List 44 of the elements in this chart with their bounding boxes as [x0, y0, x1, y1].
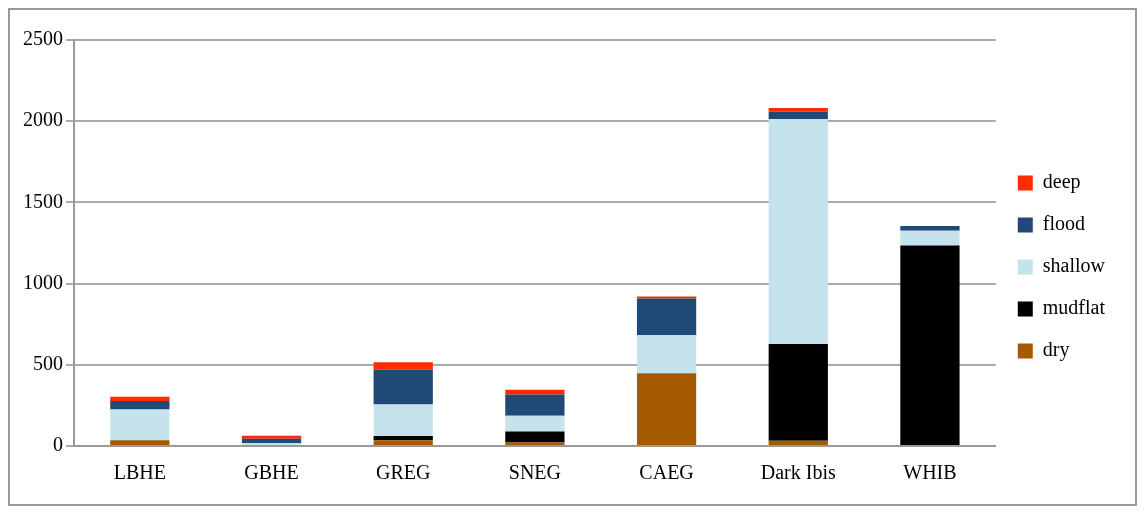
x-tick-label: SNEG — [508, 461, 562, 484]
bar — [110, 409, 170, 441]
x-tick-label: LBHE — [113, 461, 166, 484]
y-tick-label: 1000 — [23, 270, 63, 293]
x-tick-label: WHIB — [903, 461, 957, 484]
y-tick-label: 500 — [33, 352, 63, 375]
bar — [900, 225, 960, 231]
y-tick-label: 2000 — [23, 108, 63, 131]
x-tick-label: GBHE — [244, 461, 299, 484]
bar — [373, 362, 433, 370]
bar — [110, 396, 170, 402]
bar — [505, 394, 565, 416]
bar — [373, 440, 433, 445]
legend-label: deep — [1042, 170, 1081, 194]
bar — [636, 335, 697, 374]
bar — [768, 111, 828, 120]
y-tick-label: 0 — [53, 433, 63, 456]
bar — [900, 230, 960, 246]
y-tick-label: 2500 — [23, 27, 63, 50]
bar — [636, 373, 697, 445]
bar — [241, 438, 302, 444]
bar — [110, 401, 170, 410]
bar — [768, 119, 828, 345]
bar — [373, 369, 433, 405]
bar — [373, 404, 433, 437]
legend-label: flood — [1042, 212, 1085, 235]
bar — [636, 298, 697, 336]
bar — [373, 436, 433, 441]
bar — [505, 431, 565, 443]
bar — [505, 389, 565, 395]
bar — [110, 440, 170, 445]
x-tick-label: CAEG — [639, 461, 694, 484]
bar — [768, 440, 828, 445]
bar — [241, 435, 302, 439]
y-tick-label: 1500 — [23, 189, 63, 212]
bar — [505, 415, 565, 432]
bar — [900, 245, 960, 445]
legend-label: shallow — [1042, 254, 1106, 277]
x-tick-label: Dark Ibis — [760, 461, 836, 484]
bar — [505, 442, 565, 445]
bar — [768, 344, 828, 441]
legend-label: mudflat — [1042, 296, 1106, 319]
x-tick-label: GREG — [375, 461, 431, 484]
legend-label: dry — [1042, 338, 1070, 362]
